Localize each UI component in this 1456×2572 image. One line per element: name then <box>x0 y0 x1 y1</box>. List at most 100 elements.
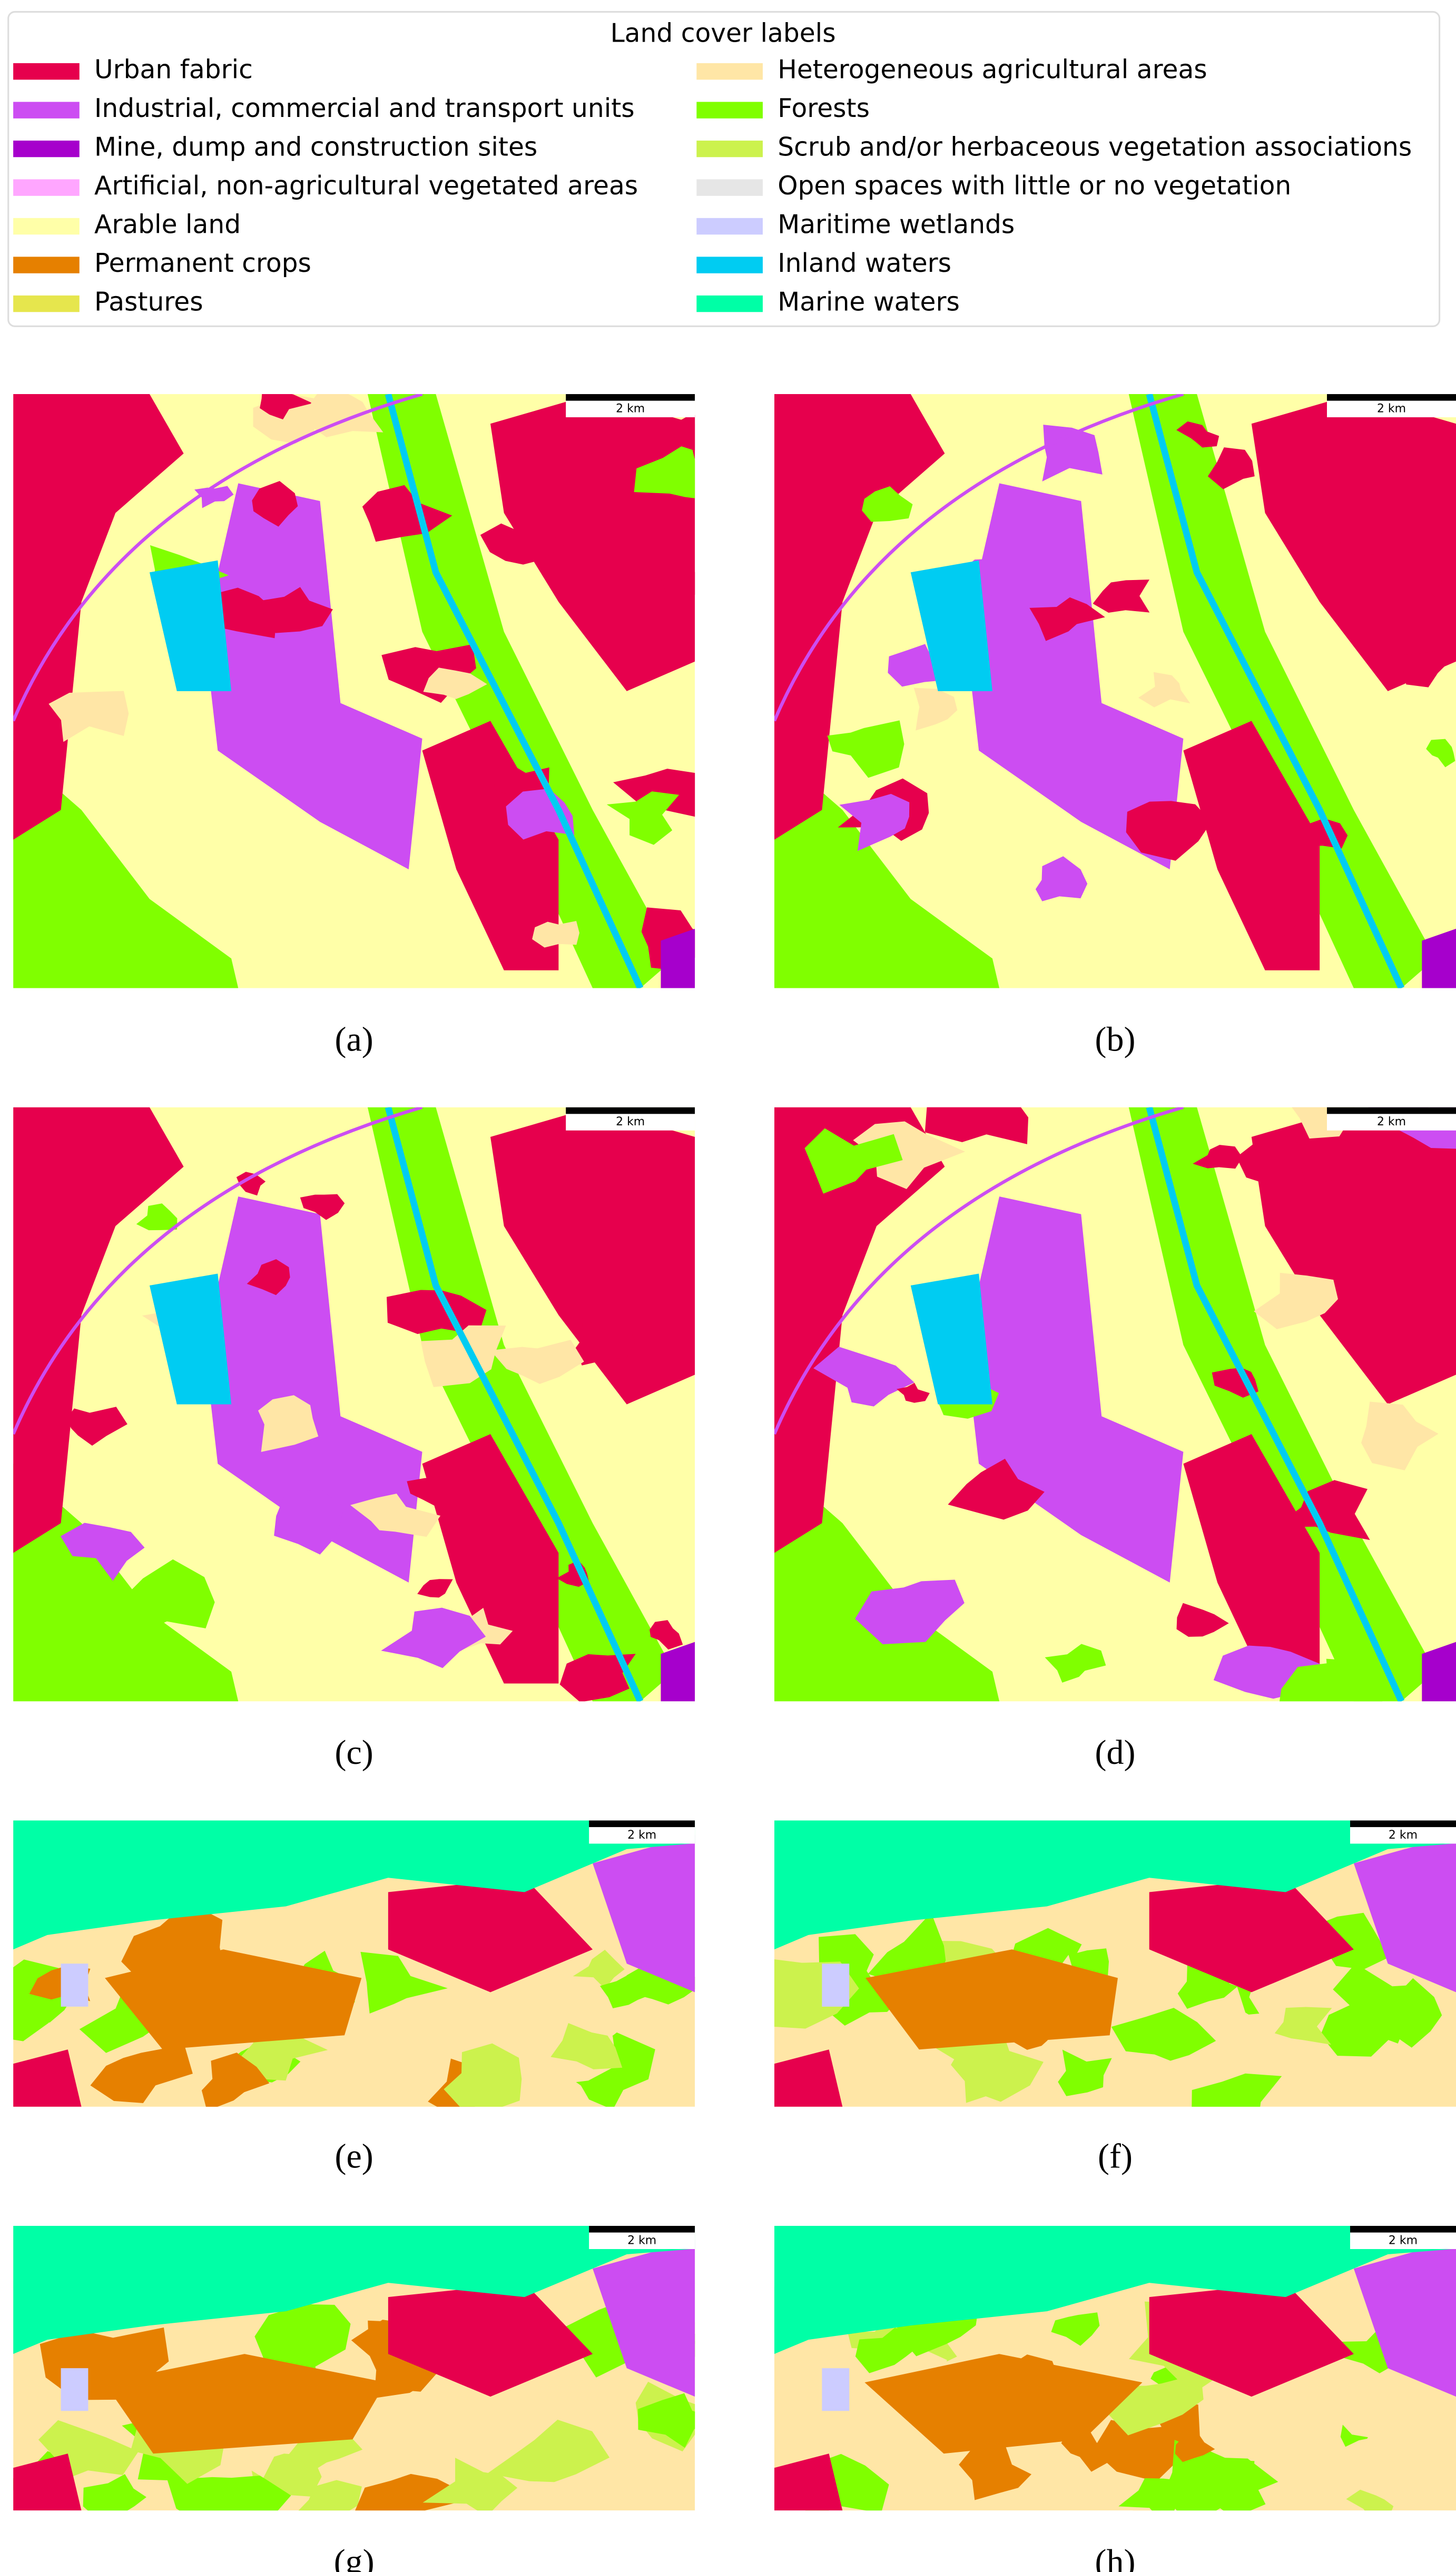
legend-swatch <box>13 295 80 312</box>
legend-swatch <box>13 218 80 235</box>
legend-swatch <box>13 257 80 273</box>
land-patch <box>1334 2387 1388 2439</box>
legend-label: Open spaces with little or no vegetation <box>778 171 1291 201</box>
land-patch <box>83 2474 146 2511</box>
legend-swatch <box>696 179 763 196</box>
land-patch <box>61 2368 88 2411</box>
legend-swatch <box>13 179 80 196</box>
scale-bar <box>1327 394 1456 401</box>
land-patch <box>650 1620 683 1650</box>
scale-bar-label: 2 km <box>1377 402 1406 415</box>
land-patch <box>13 1107 184 1553</box>
land-patch <box>1193 1145 1243 1169</box>
land-patch <box>1249 906 1303 937</box>
land-patch <box>13 750 239 988</box>
land-patch <box>959 2441 1032 2500</box>
land-patch <box>897 1382 930 1403</box>
land-patch <box>1340 2328 1401 2373</box>
land-patch <box>774 1107 945 1553</box>
land-patch <box>1128 1107 1436 1702</box>
scale-bar-label: 2 km <box>627 1829 656 1842</box>
land-patch <box>865 1949 1118 2050</box>
land-patch <box>254 2304 351 2368</box>
land-patch <box>1149 1878 1354 1992</box>
land-patch <box>490 1107 695 1405</box>
land-patch <box>167 2475 291 2511</box>
land-patch <box>593 1834 695 1992</box>
land-patch <box>634 440 695 498</box>
land-patch <box>948 1458 1045 1520</box>
land-patch <box>774 2453 843 2511</box>
road <box>13 1107 423 1435</box>
river <box>1146 1107 1405 1702</box>
map-panel: 2 km <box>13 2226 695 2511</box>
land-patch <box>1183 1434 1320 1684</box>
panel-label: (c) <box>335 1733 373 1772</box>
legend-label: Inland waters <box>778 249 951 278</box>
land-patch <box>381 1607 486 1668</box>
land-patch <box>550 2023 623 2069</box>
panel-label: (b) <box>1095 1020 1136 1058</box>
legend-label: Mine, dump and construction sites <box>94 133 537 162</box>
land-patch <box>575 1317 636 1366</box>
land-patch <box>252 480 298 527</box>
land-patch <box>638 2393 695 2448</box>
land-patch <box>951 2043 1023 2103</box>
land-patch <box>13 394 184 840</box>
land-patch <box>149 560 232 691</box>
land-patch <box>300 1194 345 1220</box>
scale-bar-label: 2 km <box>1389 2234 1418 2247</box>
land-patch <box>1340 528 1388 557</box>
land-patch <box>136 1203 178 1231</box>
land-patch <box>1045 1644 1106 1683</box>
land-patch <box>149 1273 232 1405</box>
land-patch <box>774 1820 1456 1950</box>
land-patch <box>204 1196 422 1583</box>
legend-label: Pastures <box>94 288 203 317</box>
land-patch <box>350 1494 441 1537</box>
panel-label: (a) <box>335 1020 373 1058</box>
land-patch <box>1138 672 1191 708</box>
land-patch <box>260 394 313 420</box>
land-patch <box>1207 447 1255 489</box>
scale-bar <box>1350 2226 1456 2233</box>
land-patch <box>1280 1662 1383 1702</box>
land-patch <box>559 1654 636 1702</box>
land-patch <box>61 1964 88 2007</box>
map-panel: 2 km <box>774 394 1456 988</box>
land-patch <box>1058 2049 1112 2096</box>
land-patch <box>1118 2478 1184 2511</box>
land-patch <box>305 394 383 438</box>
land-patch <box>839 793 910 851</box>
land-patch <box>1177 1964 1238 2009</box>
land-patch <box>1353 2240 1456 2397</box>
land-patch <box>804 1128 903 1194</box>
scale-bar <box>566 1107 695 1114</box>
land-patch <box>910 560 992 691</box>
scale-bar <box>1350 1820 1456 1828</box>
map-panel: 2 km <box>774 1107 1456 1702</box>
land-patch <box>236 1172 266 1196</box>
land-patch <box>417 1579 453 1598</box>
land-patch <box>774 2226 1456 2354</box>
land-patch <box>66 1407 127 1446</box>
land-patch <box>1051 2312 1100 2346</box>
legend-label: Maritime wetlands <box>778 210 1015 240</box>
land-patch <box>407 1477 445 1507</box>
land-patch <box>661 1642 695 1702</box>
scale-bar-label: 2 km <box>1377 1115 1406 1128</box>
panel-label: (g) <box>334 2542 375 2572</box>
land-patch <box>1426 739 1455 768</box>
land-patch <box>774 750 1000 988</box>
land-patch <box>1192 2073 1282 2107</box>
legend-swatch <box>696 257 763 273</box>
land-patch <box>360 1951 448 2014</box>
land-patch <box>204 483 422 870</box>
land-patch <box>813 1347 914 1407</box>
panel-label: (e) <box>335 2137 373 2176</box>
land-patch <box>102 1559 215 1635</box>
land-patch <box>13 2226 695 2354</box>
legend-swatch <box>13 102 80 119</box>
land-patch <box>387 1290 487 1335</box>
